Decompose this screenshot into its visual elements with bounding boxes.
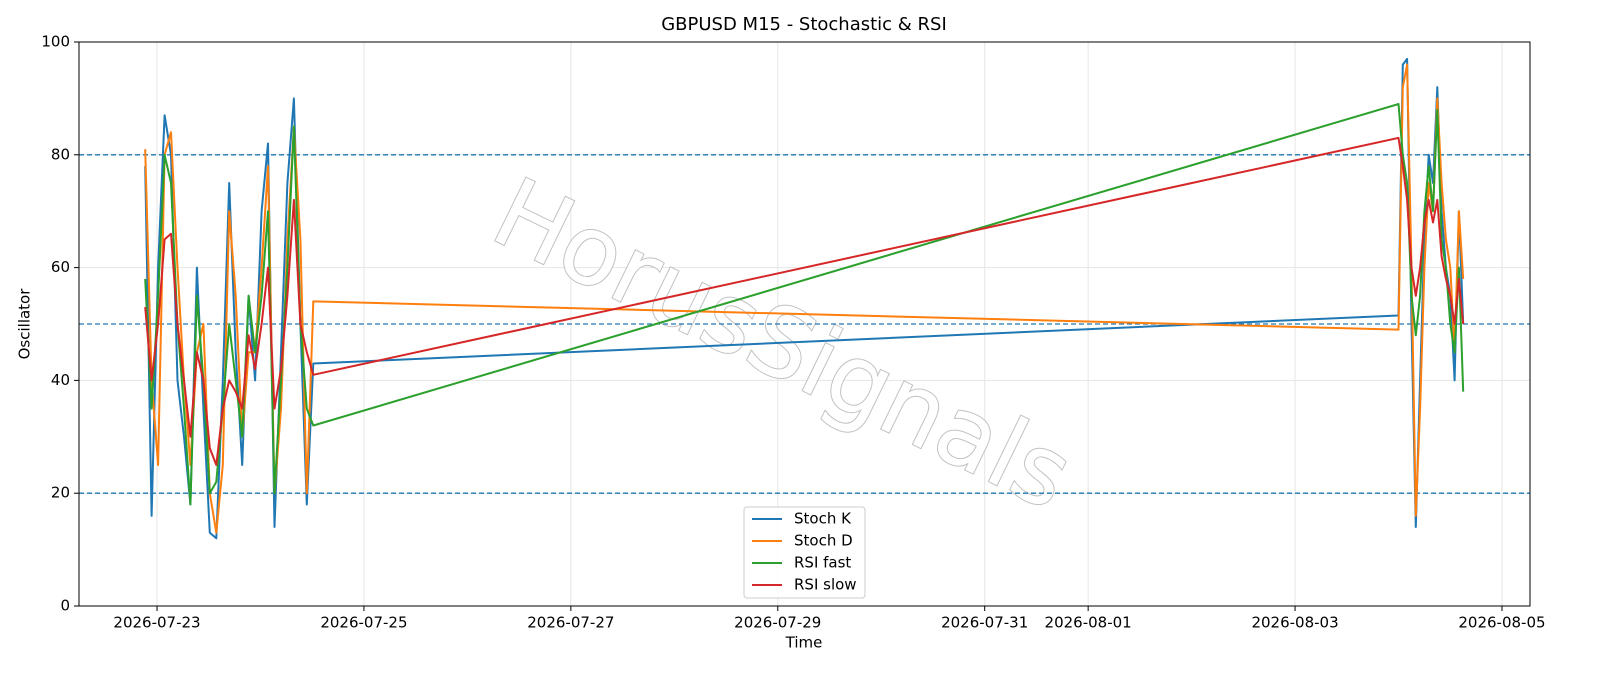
x-tick-label: 2026-08-03 [1251,614,1338,632]
legend-box [743,506,866,599]
x-axis-label: Time [785,634,823,652]
y-tick-label: 100 [41,33,70,51]
series-line [144,136,1465,466]
plot-frame [78,41,1531,607]
legend-label: RSI slow [794,576,857,594]
x-tick-label: 2026-07-29 [734,614,821,632]
x-tick-label: 2026-08-05 [1458,614,1545,632]
legend: Stoch K Stoch D RSI fast RSI slow [743,506,866,599]
series-line [144,103,1465,506]
legend-label: RSI fast [794,554,851,572]
y-tick-label: 20 [51,484,70,502]
y-tick-label: 60 [51,258,70,276]
y-axis-label: Oscillator [16,288,34,360]
legend-label: Stoch D [794,532,853,550]
x-tick-label: 2026-07-23 [113,614,200,632]
y-tick-label: 80 [51,145,70,163]
y-tick-label: 40 [51,371,70,389]
x-tick-label: 2026-08-01 [1045,614,1132,632]
chart-title: GBPUSD M15 - Stochastic & RSI [661,14,947,35]
legend-label: Stoch K [794,510,852,528]
x-tick-label: 2026-07-31 [941,614,1028,632]
x-tick-label: 2026-07-27 [527,614,614,632]
watermark: HorusSignals [477,156,1089,531]
x-tick-label: 2026-07-25 [320,614,407,632]
y-tick-label: 0 [60,597,70,615]
